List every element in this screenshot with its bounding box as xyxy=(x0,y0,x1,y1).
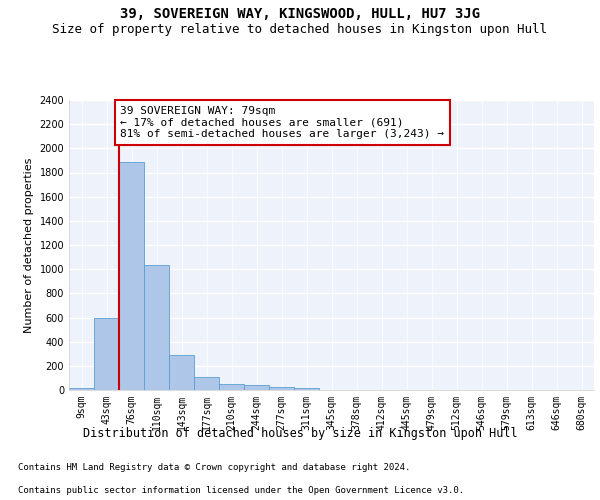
Bar xyxy=(219,384,244,390)
Text: Size of property relative to detached houses in Kingston upon Hull: Size of property relative to detached ho… xyxy=(53,22,548,36)
Bar xyxy=(94,318,119,390)
Bar xyxy=(69,388,94,390)
Text: Distribution of detached houses by size in Kingston upon Hull: Distribution of detached houses by size … xyxy=(83,428,517,440)
Text: Contains public sector information licensed under the Open Government Licence v3: Contains public sector information licen… xyxy=(18,486,464,495)
Y-axis label: Number of detached properties: Number of detached properties xyxy=(24,158,34,332)
Bar xyxy=(119,162,144,390)
Text: Contains HM Land Registry data © Crown copyright and database right 2024.: Contains HM Land Registry data © Crown c… xyxy=(18,464,410,472)
Bar xyxy=(144,265,169,390)
Bar xyxy=(269,386,294,390)
Bar xyxy=(169,355,194,390)
Bar xyxy=(294,388,319,390)
Text: 39, SOVEREIGN WAY, KINGSWOOD, HULL, HU7 3JG: 39, SOVEREIGN WAY, KINGSWOOD, HULL, HU7 … xyxy=(120,8,480,22)
Bar xyxy=(244,385,269,390)
Text: 39 SOVEREIGN WAY: 79sqm
← 17% of detached houses are smaller (691)
81% of semi-d: 39 SOVEREIGN WAY: 79sqm ← 17% of detache… xyxy=(120,106,444,139)
Bar xyxy=(194,376,219,390)
